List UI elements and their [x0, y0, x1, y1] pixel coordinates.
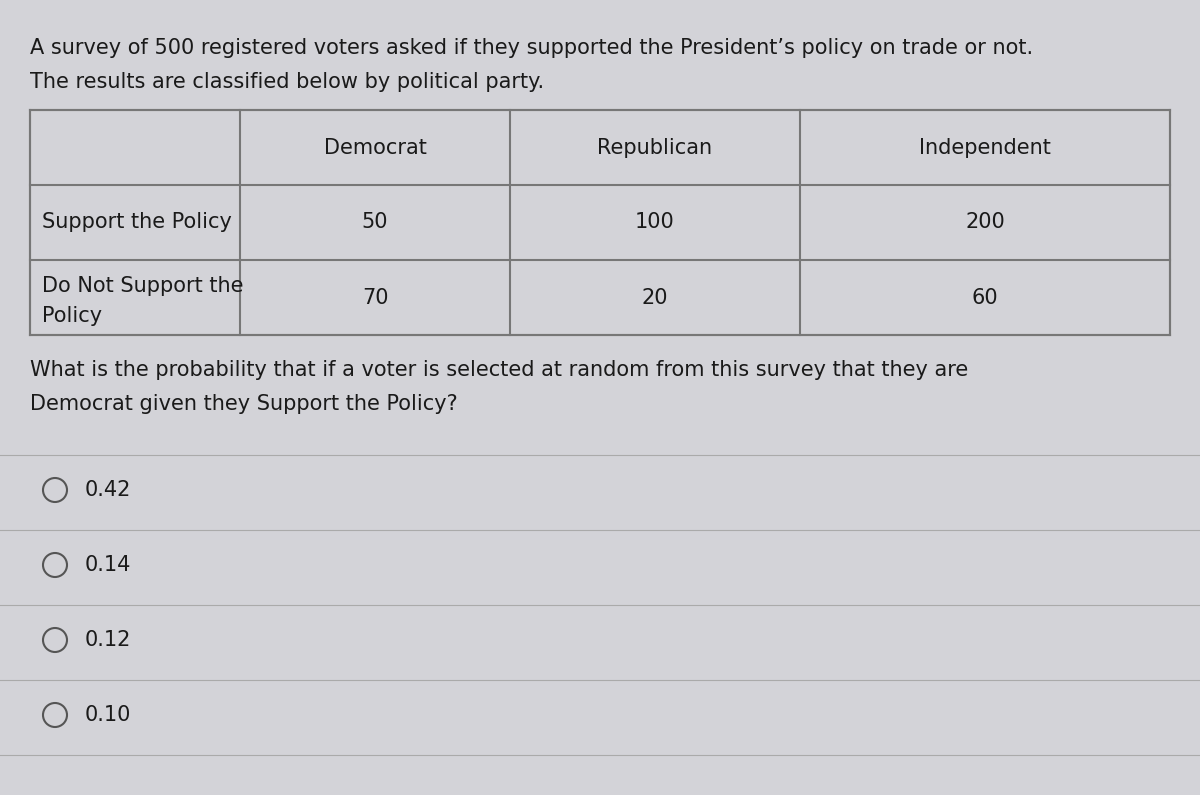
Text: Republican: Republican [598, 138, 713, 157]
Text: 0.12: 0.12 [85, 630, 131, 650]
Text: 70: 70 [361, 288, 389, 308]
Text: 0.14: 0.14 [85, 555, 131, 575]
Text: Support the Policy: Support the Policy [42, 212, 232, 232]
Text: 0.10: 0.10 [85, 705, 131, 725]
Bar [30, 110, 1170, 335]
Text: 20: 20 [642, 288, 668, 308]
Text: What is the probability that if a voter is selected at random from this survey t: What is the probability that if a voter … [30, 360, 968, 380]
Text: 100: 100 [635, 212, 674, 232]
Text: The results are classified below by political party.: The results are classified below by poli… [30, 72, 544, 92]
Text: 50: 50 [361, 212, 389, 232]
Text: 200: 200 [965, 212, 1004, 232]
Text: A survey of 500 registered voters asked if they supported the President’s policy: A survey of 500 registered voters asked … [30, 38, 1033, 58]
Text: Policy: Policy [42, 305, 102, 325]
Text: 0.42: 0.42 [85, 480, 131, 500]
Text: Democrat given they Support the Policy?: Democrat given they Support the Policy? [30, 394, 457, 414]
Text: Independent: Independent [919, 138, 1051, 157]
Text: 60: 60 [972, 288, 998, 308]
Text: Democrat: Democrat [324, 138, 426, 157]
Text: Do Not Support the: Do Not Support the [42, 276, 244, 296]
